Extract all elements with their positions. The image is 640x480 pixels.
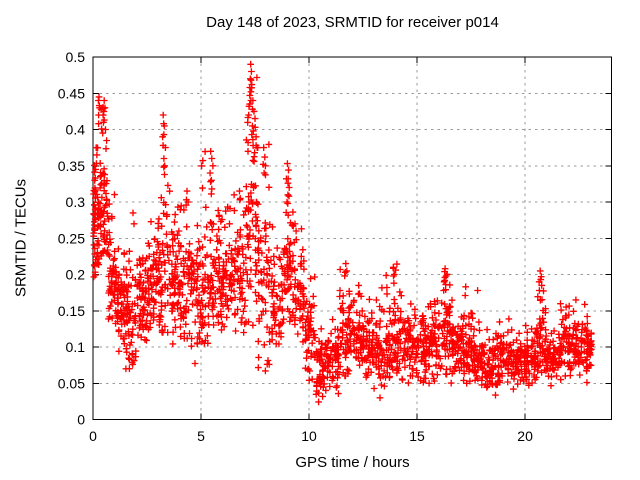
y-axis-label: SRMTID / TECUs [12, 178, 30, 298]
y-tick-label: 0.35 [58, 158, 85, 174]
x-tick-label: 5 [197, 428, 205, 444]
y-tick-label: 0.3 [66, 194, 86, 210]
scatter-points [90, 60, 595, 406]
grid-lines [93, 57, 612, 420]
y-tick-label: 0.05 [58, 375, 85, 391]
x-tick-label: 20 [517, 428, 533, 444]
tick-labels: 0 5 10 15 20 0 0.05 0.1 0.15 0.2 0.25 0.3 0.35 0.4 0.4… [58, 49, 533, 444]
x-tick-label: 0 [89, 428, 97, 444]
y-tick-label: 0.15 [58, 303, 85, 319]
y-tick-label: 0.25 [58, 230, 85, 246]
y-tick-label: 0.1 [66, 339, 86, 355]
chart-title: Day 148 of 2023, SRMTID for receiver p01… [206, 14, 499, 31]
y-tick-label: 0.5 [66, 49, 86, 65]
x-tick-label: 10 [301, 428, 317, 444]
y-tick-label: 0.45 [58, 85, 85, 101]
y-tick-label: 0 [77, 412, 85, 428]
x-tick-label: 15 [409, 428, 425, 444]
y-tick-label: 0.2 [66, 267, 86, 283]
x-axis-label: GPS time / hours [295, 454, 410, 471]
y-tick-label: 0.4 [66, 122, 86, 138]
